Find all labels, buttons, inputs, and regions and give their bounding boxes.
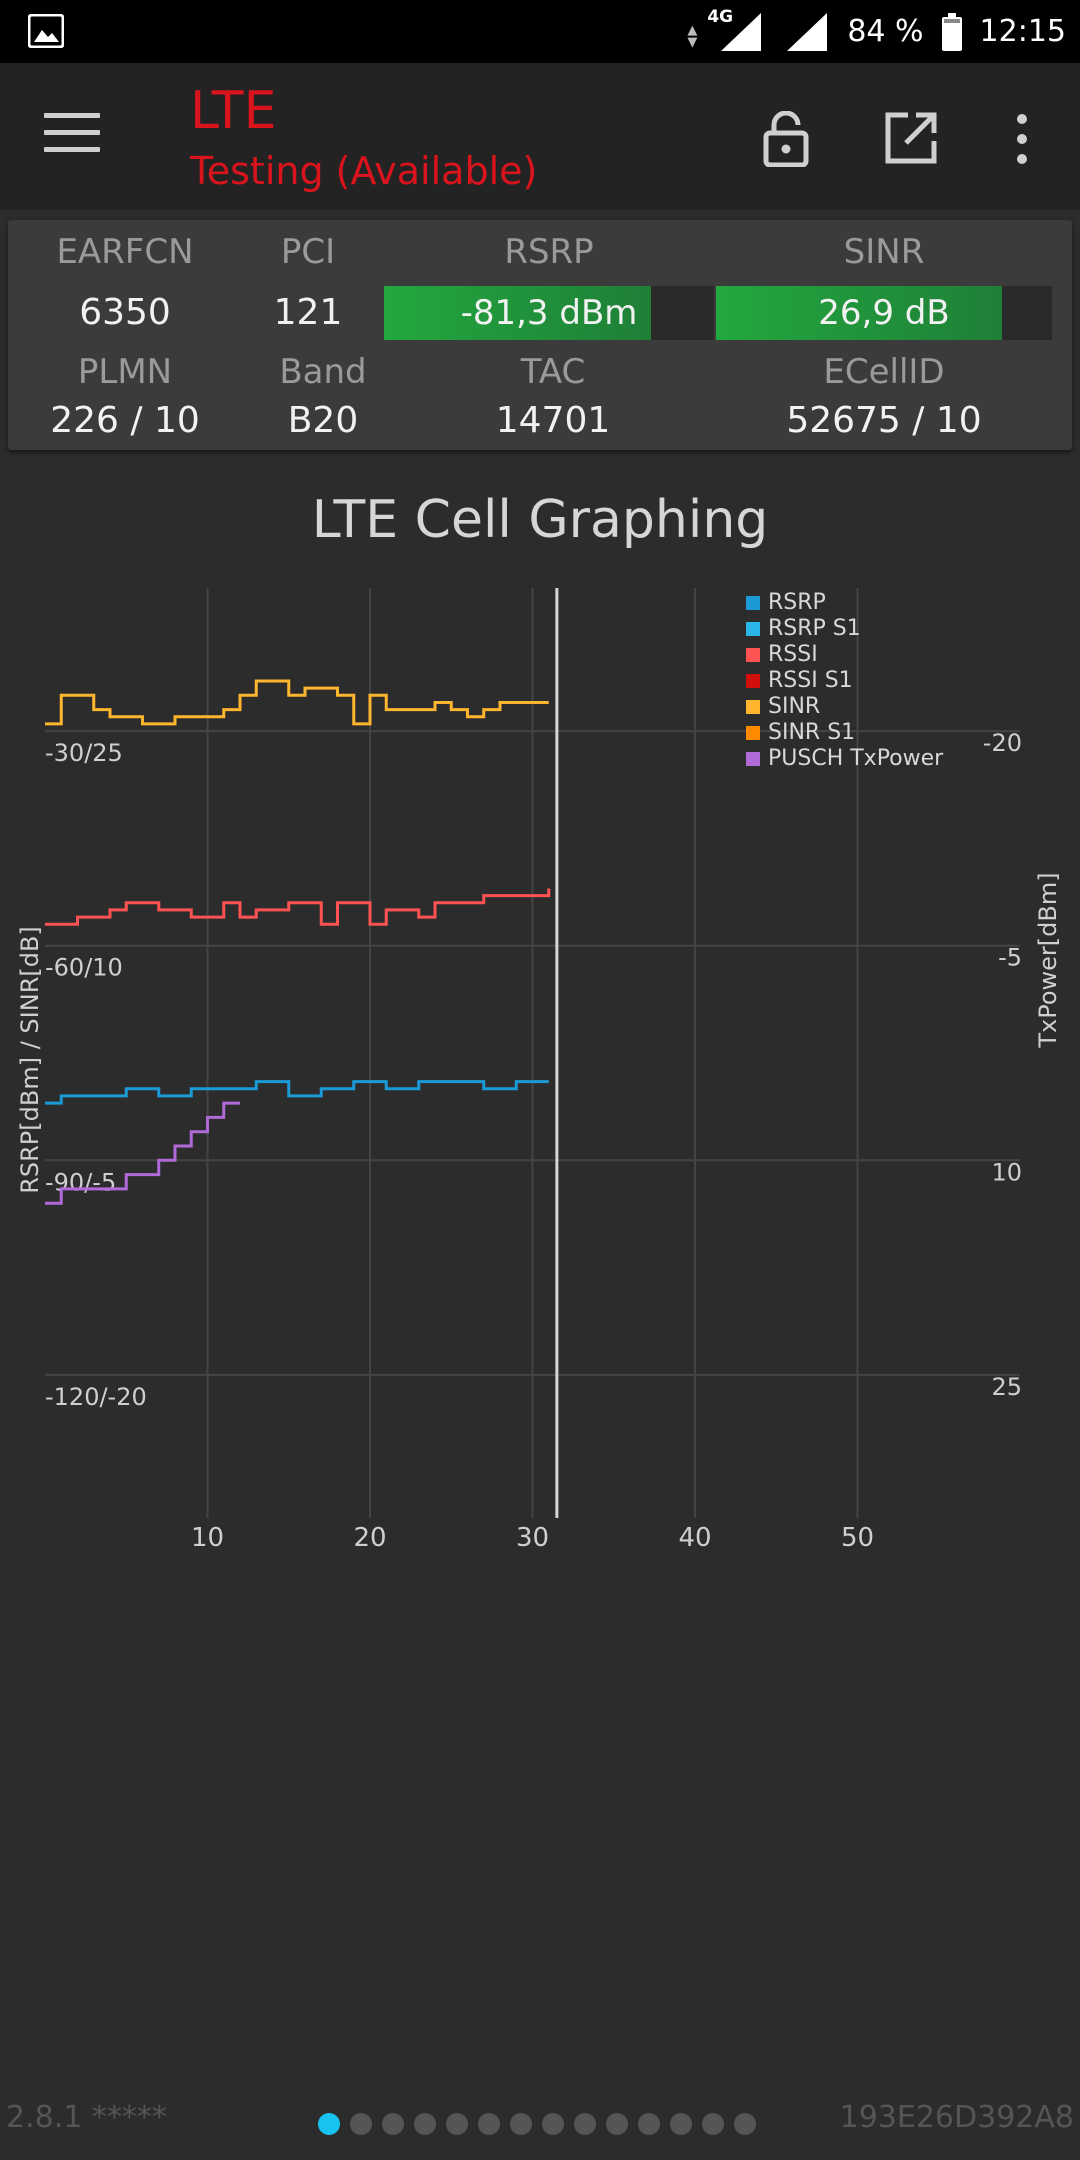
y2-tick-label: 10: [991, 1158, 1022, 1186]
page-dot[interactable]: [414, 2113, 436, 2135]
battery-percent: 84 %: [847, 14, 924, 49]
lte-cell-graph[interactable]: 10 20 30 40 50 -30/25 -20 -60/10 -5 -90/-5 10 -120/…: [0, 560, 1080, 1560]
y2-axis-title: TxPower[dBm]: [1034, 872, 1062, 1048]
earfcn-value: 6350: [79, 292, 171, 333]
series-line-sinr: [45, 679, 549, 726]
sinr-label: SINR: [843, 232, 925, 272]
page-indicator[interactable]: [318, 2113, 756, 2135]
tac-label: TAC: [520, 352, 586, 392]
legend-swatch: [746, 700, 760, 714]
y2-tick-label: -20: [983, 729, 1022, 757]
battery-icon: [941, 12, 962, 51]
status-bar: ▲ ▼ 4G 84 % 12:15: [0, 0, 1080, 63]
data-activity-icon: ▲ ▼: [687, 22, 698, 50]
legend-swatch: [746, 622, 760, 636]
x-tick-label: 30: [516, 1523, 549, 1553]
device-id: 193E26D392A8: [839, 2100, 1074, 2135]
y-axis-title: RSRP[dBm] / SINR[dB]: [16, 926, 44, 1194]
open-external-icon[interactable]: [884, 111, 938, 165]
legend-entry: RSSI: [768, 642, 818, 667]
legend-swatch: [746, 674, 760, 688]
rsrp-label: RSRP: [504, 232, 594, 272]
page-dot[interactable]: [638, 2113, 660, 2135]
tac-value: 14701: [495, 400, 611, 441]
app-toolbar: LTE Testing (Available): [0, 63, 1080, 210]
menu-icon[interactable]: [44, 113, 100, 159]
plmn-label: PLMN: [77, 352, 173, 392]
page-dot[interactable]: [702, 2113, 724, 2135]
page-dot[interactable]: [318, 2113, 340, 2135]
series-line-pusch-txpower: [45, 1101, 240, 1205]
y2-tick-label: 25: [991, 1373, 1022, 1401]
x-tick-label: 20: [353, 1523, 386, 1553]
page-dot[interactable]: [670, 2113, 692, 2135]
network-type-label: 4G: [707, 6, 734, 27]
sinr-value: 26,9 dB: [818, 293, 950, 333]
legend-entry: RSRP S1: [768, 616, 861, 641]
y-tick-label: -90/-5: [45, 1168, 116, 1196]
band-label: Band: [279, 352, 367, 392]
page-dot[interactable]: [350, 2113, 372, 2135]
pci-value: 121: [273, 292, 343, 333]
series-line-rsrp: [45, 1080, 549, 1105]
x-tick-label: 10: [191, 1523, 224, 1553]
rsrp-value: -81,3 dBm: [460, 293, 638, 333]
chart-title: LTE Cell Graphing: [311, 490, 769, 550]
toolbar-subtitle: Testing (Available): [190, 149, 538, 193]
clock: 12:15: [979, 14, 1066, 49]
app-version: 2.8.1 *****: [6, 2100, 167, 2135]
page-dot[interactable]: [382, 2113, 404, 2135]
pci-label: PCI: [280, 232, 336, 272]
toolbar-title: LTE: [190, 81, 277, 141]
y2-tick-label: -5: [998, 944, 1022, 972]
legend-swatch: [746, 752, 760, 766]
more-options-icon[interactable]: [1006, 111, 1038, 167]
legend-swatch: [746, 596, 760, 610]
x-tick-label: 40: [678, 1523, 711, 1553]
y-tick-label: -60/10: [45, 954, 123, 982]
page-dot[interactable]: [734, 2113, 756, 2135]
lock-open-icon[interactable]: [762, 111, 810, 167]
legend-entry: SINR: [768, 694, 820, 719]
y-tick-label: -120/-20: [45, 1383, 147, 1411]
page-dot[interactable]: [574, 2113, 596, 2135]
legend-swatch: [746, 726, 760, 740]
legend-swatch: [746, 648, 760, 662]
mobile-signal-icon: ▲ ▼ 4G: [687, 7, 763, 53]
x-tick-label: 50: [841, 1523, 874, 1553]
ecellid-value: 52675 / 10: [786, 400, 982, 441]
legend-entry: SINR S1: [768, 720, 855, 745]
series-line-rssi: [45, 888, 551, 926]
wifi-signal-icon: [781, 11, 829, 53]
band-value: B20: [287, 400, 359, 441]
ecellid-label: ECellID: [823, 352, 945, 392]
sinr-bar: 26,9 dB: [716, 286, 1052, 340]
rsrp-bar: -81,3 dBm: [384, 286, 714, 340]
page-dot[interactable]: [478, 2113, 500, 2135]
page-dot[interactable]: [510, 2113, 532, 2135]
page-dot[interactable]: [606, 2113, 628, 2135]
earfcn-label: EARFCN: [56, 232, 194, 272]
cell-info-card: EARFCN 6350 PCI 121 RSRP -81,3 dBm SINR …: [8, 220, 1072, 450]
page-dot[interactable]: [446, 2113, 468, 2135]
page-dot[interactable]: [542, 2113, 564, 2135]
gallery-notification-icon: [28, 14, 64, 48]
plmn-value: 226 / 10: [50, 400, 200, 441]
legend-entry: RSSI S1: [768, 668, 853, 693]
legend-entry: PUSCH TxPower: [768, 746, 944, 771]
y-tick-label: -30/25: [45, 739, 123, 767]
legend-entry: RSRP: [768, 590, 826, 615]
